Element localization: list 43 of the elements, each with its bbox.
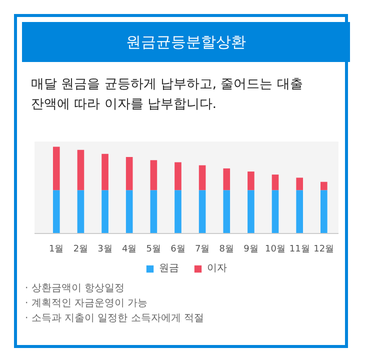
bar: [77, 150, 84, 190]
text: · 계획적인 자금운영이 가능: [25, 297, 149, 311]
chart-subtitle: 매달 원금을 균등하게 납부하고, 줄어드는 대출 잔액에 따라 이자를 납부합니다.: [31, 76, 304, 114]
bar: [150, 160, 158, 190]
bar: [272, 190, 279, 234]
text: · 상환금액이 항상일정: [25, 282, 126, 296]
x-tick-label: 5월: [146, 244, 162, 254]
x-tick-label: 3월: [98, 244, 112, 254]
bar: [52, 146, 60, 190]
legend-label: 원금: [159, 262, 179, 275]
bar: [248, 172, 254, 190]
bar: [296, 178, 303, 190]
x-tick-label: 8월: [219, 244, 234, 254]
x-tick-label: 4월: [122, 244, 137, 254]
bar: [126, 157, 133, 190]
bar: [198, 190, 206, 234]
x-tick-label: 10월: [265, 244, 286, 254]
x-tick-label: 2월: [73, 244, 88, 254]
bar: [198, 165, 206, 190]
bar: [223, 190, 230, 234]
x-tick-label: 7월: [194, 244, 210, 254]
x-tick-label: 11월: [289, 244, 310, 254]
bar: [52, 190, 60, 234]
bar: [320, 182, 328, 190]
bar: [223, 168, 230, 190]
legend-label: 이자: [207, 262, 227, 275]
bar: [102, 190, 108, 234]
bar: [102, 154, 108, 190]
bar: [296, 190, 303, 234]
bar: [272, 174, 279, 190]
bar: [77, 190, 84, 234]
chart-title: 원금균등분할상환: [126, 32, 246, 53]
text: · 소득과 지출이 일정한 소득자에게 적절: [25, 312, 204, 326]
x-tick-label: 6월: [170, 244, 186, 254]
x-tick-label: 9월: [244, 244, 258, 254]
bar: [150, 190, 158, 234]
bar: [126, 190, 133, 234]
x-tick-label: 12월: [314, 244, 334, 254]
x-tick-label: 1월: [49, 244, 64, 254]
bar: [174, 190, 182, 234]
bar: [320, 190, 328, 234]
bar: [248, 190, 254, 234]
bar: [174, 162, 182, 190]
